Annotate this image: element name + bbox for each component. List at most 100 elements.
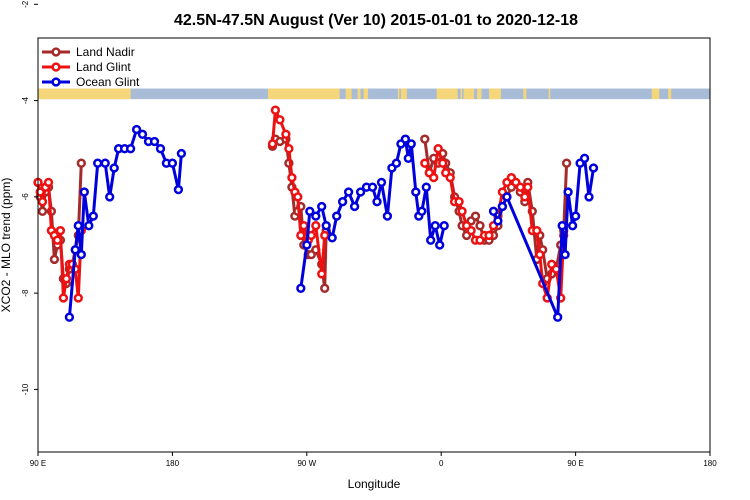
data-point-land-glint bbox=[311, 221, 321, 231]
y-tick-label: -6 bbox=[21, 193, 30, 201]
data-point-land-glint bbox=[535, 249, 545, 260]
data-point-land-nadir bbox=[49, 254, 60, 265]
data-point-ocean-glint bbox=[584, 192, 594, 202]
land-band-segment bbox=[357, 88, 361, 100]
x-tick-label: 0 bbox=[439, 459, 444, 468]
data-point-ocean-glint bbox=[296, 283, 306, 293]
data-point-ocean-glint bbox=[567, 221, 578, 231]
data-point-land-glint bbox=[270, 105, 281, 115]
x-tick-label: 180 bbox=[703, 459, 717, 468]
land-band-segment bbox=[127, 88, 131, 100]
data-point-ocean-glint bbox=[435, 240, 445, 250]
data-point-ocean-glint bbox=[570, 211, 581, 221]
legend-marker bbox=[51, 47, 61, 57]
land-band-segment bbox=[651, 88, 660, 100]
land-band-segment bbox=[548, 88, 551, 100]
data-point-ocean-glint bbox=[73, 221, 83, 231]
data-point-ocean-glint bbox=[311, 211, 321, 221]
data-point-land-glint bbox=[73, 293, 83, 303]
data-point-land-glint bbox=[445, 172, 455, 183]
data-point-land-nadir bbox=[561, 158, 572, 168]
x-tick-label: 90 E bbox=[30, 459, 46, 468]
data-point-ocean-glint bbox=[302, 240, 312, 250]
legend-label: Ocean Glint bbox=[76, 75, 140, 89]
data-point-ocean-glint bbox=[332, 211, 342, 221]
data-point-land-glint bbox=[287, 172, 297, 183]
data-point-ocean-glint bbox=[553, 312, 563, 322]
data-point-land-nadir bbox=[470, 211, 481, 221]
y-tick-label: -10 bbox=[21, 383, 30, 395]
legend-marker bbox=[51, 62, 61, 72]
land-band-segment bbox=[120, 88, 125, 100]
series-ocean-glint bbox=[64, 124, 599, 322]
data-point-ocean-glint bbox=[173, 184, 184, 195]
land-band-segment bbox=[267, 88, 340, 100]
land-ocean-band bbox=[38, 88, 710, 100]
x-axis: 90 E 180 90 W 0 90 E 180 bbox=[30, 452, 717, 468]
data-point-land-nadir bbox=[76, 158, 86, 168]
data-point-land-glint bbox=[515, 182, 525, 192]
data-point-ocean-glint bbox=[349, 201, 360, 212]
data-point-ocean-glint bbox=[70, 245, 80, 255]
data-point-ocean-glint bbox=[502, 192, 512, 202]
legend-item-land-glint: Land Glint bbox=[42, 60, 131, 74]
land-band-segment bbox=[123, 88, 131, 100]
data-point-ocean-glint bbox=[137, 129, 148, 139]
y-tick-label: -4 bbox=[21, 96, 30, 104]
data-point-ocean-glint bbox=[149, 136, 160, 147]
data-point-ocean-glint bbox=[100, 158, 110, 168]
data-point-ocean-glint bbox=[376, 177, 387, 188]
land-band-segment bbox=[38, 88, 122, 100]
data-point-ocean-glint bbox=[93, 158, 103, 168]
data-point-land-glint bbox=[275, 115, 285, 125]
land-band-segment bbox=[471, 88, 475, 100]
data-point-land-glint bbox=[37, 197, 48, 207]
data-point-ocean-glint bbox=[343, 187, 354, 197]
data-point-ocean-glint bbox=[372, 197, 382, 207]
data-point-land-nadir bbox=[475, 221, 485, 231]
data-point-land-glint bbox=[58, 293, 69, 303]
data-point-ocean-glint bbox=[321, 221, 331, 231]
data-point-ocean-glint bbox=[421, 182, 431, 192]
data-point-land-glint bbox=[267, 139, 278, 149]
land-band-segment bbox=[477, 88, 482, 100]
data-point-ocean-glint bbox=[400, 134, 411, 144]
legend-marker bbox=[51, 77, 61, 87]
data-point-ocean-glint bbox=[560, 249, 570, 260]
data-point-ocean-glint bbox=[305, 206, 315, 216]
legend-label: Land Nadir bbox=[76, 45, 135, 59]
data-point-land-glint bbox=[299, 221, 309, 231]
data-point-ocean-glint bbox=[439, 221, 449, 231]
plot-series bbox=[33, 105, 599, 322]
data-point-ocean-glint bbox=[155, 144, 166, 154]
data-point-ocean-glint bbox=[411, 187, 421, 197]
data-point-land-glint bbox=[61, 274, 72, 284]
x-tick-label: 180 bbox=[166, 459, 180, 468]
land-band-segment bbox=[463, 88, 467, 100]
data-point-land-glint bbox=[43, 177, 54, 188]
land-band-segment bbox=[668, 88, 672, 100]
data-point-land-glint bbox=[284, 144, 294, 154]
data-point-ocean-glint bbox=[327, 233, 337, 243]
y-tick-label: -2 bbox=[21, 0, 30, 8]
data-point-ocean-glint bbox=[88, 211, 98, 221]
data-point-ocean-glint bbox=[84, 221, 94, 231]
x-axis-label: Longitude bbox=[348, 477, 401, 491]
data-point-ocean-glint bbox=[176, 148, 187, 159]
data-point-land-glint bbox=[433, 144, 443, 154]
data-point-ocean-glint bbox=[579, 153, 590, 163]
legend-label: Land Glint bbox=[76, 60, 131, 74]
y-axis: -2 -4 -6 -8 -10 bbox=[21, 0, 38, 395]
land-band-segment bbox=[523, 88, 527, 100]
data-point-ocean-glint bbox=[417, 206, 427, 216]
data-point-ocean-glint bbox=[557, 221, 567, 231]
data-point-land-glint bbox=[420, 158, 430, 168]
legend-item-land-nadir: Land Nadir bbox=[42, 45, 135, 59]
data-point-ocean-glint bbox=[493, 216, 503, 226]
data-point-land-glint bbox=[296, 230, 306, 241]
data-point-land-glint bbox=[484, 230, 494, 241]
data-point-ocean-glint bbox=[426, 235, 436, 245]
data-point-ocean-glint bbox=[563, 187, 573, 197]
land-band-segment bbox=[397, 88, 400, 100]
